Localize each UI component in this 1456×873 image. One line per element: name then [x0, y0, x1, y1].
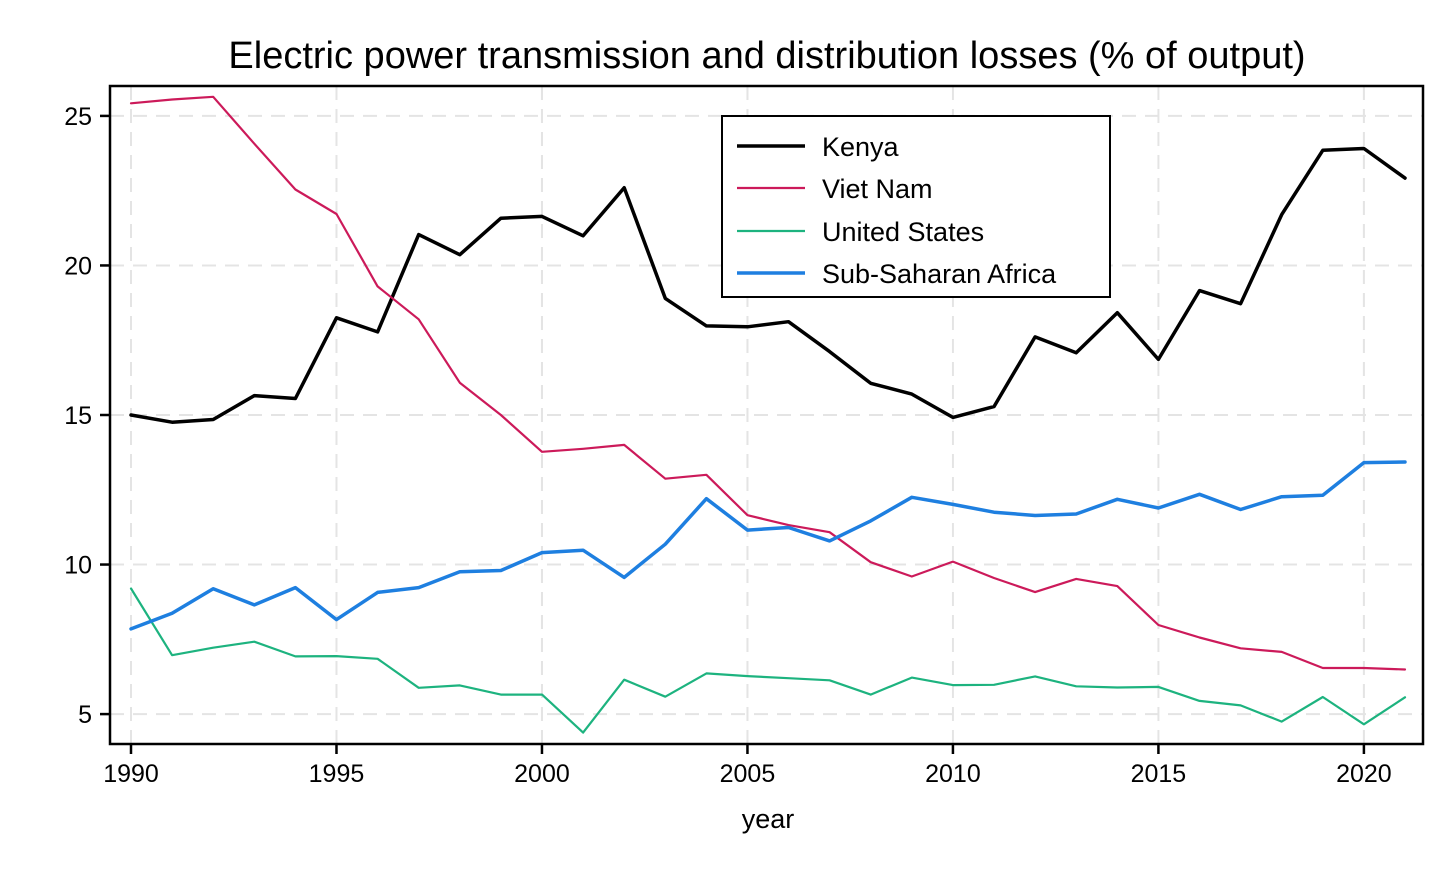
- y-tick-label: 15: [64, 402, 92, 430]
- legend-label-sub-saharan-africa: Sub-Saharan Africa: [822, 259, 1057, 289]
- series-line-sub-saharan-africa: [129, 460, 1407, 631]
- x-tick-label: 2000: [514, 760, 570, 788]
- x-tick-label: 2005: [720, 760, 776, 788]
- series-line-united-states: [129, 587, 1407, 734]
- x-tick-label: 2020: [1336, 760, 1392, 788]
- legend-label-viet-nam: Viet Nam: [822, 174, 933, 204]
- series-line-kenya: [129, 146, 1407, 424]
- y-tick-label: 20: [64, 252, 92, 280]
- legend-label-kenya: Kenya: [822, 132, 900, 162]
- legend-label-united-states: United States: [822, 217, 984, 247]
- x-tick-label: 1990: [103, 760, 159, 788]
- x-tick-label: 1995: [309, 760, 365, 788]
- series-line-viet-nam: [129, 95, 1407, 671]
- axes: 1990 1995 2000 2005 2010 2015 2020 5 10 15 20 25: [64, 103, 1392, 788]
- y-tick-label: 10: [64, 552, 92, 580]
- y-tick-label: 25: [64, 103, 92, 131]
- chart-title: Electric power transmission and distribu…: [228, 35, 1305, 77]
- series-lines: [129, 95, 1407, 734]
- legend: Kenya Viet Nam United States Sub-Saharan Af…: [721, 115, 1111, 298]
- x-tick-label: 2010: [925, 760, 981, 788]
- x-tick-label: 2015: [1131, 760, 1187, 788]
- x-axis-label: year: [742, 804, 795, 834]
- y-tick-label: 5: [78, 701, 92, 729]
